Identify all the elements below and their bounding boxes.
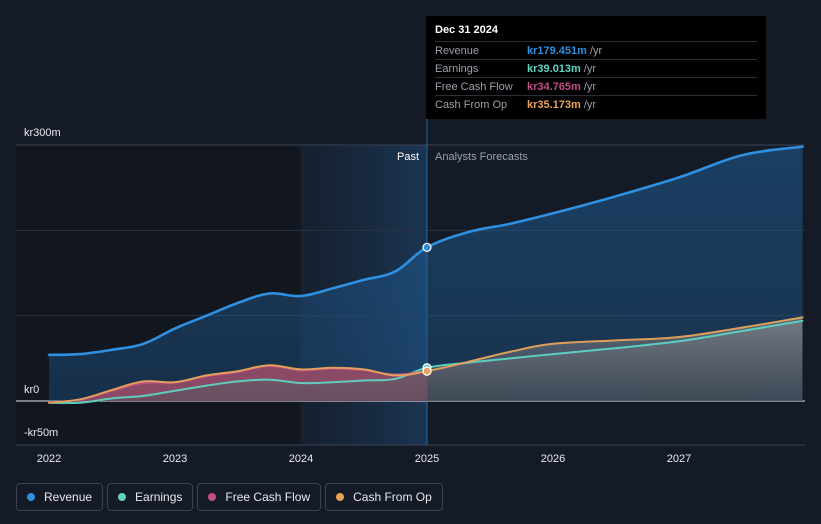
- forecast-label: Analysts Forecasts: [435, 151, 528, 163]
- tooltip: Dec 31 2024 Revenue kr179.451m /yr Earni…: [426, 16, 766, 119]
- tooltip-label: Cash From Op: [435, 98, 508, 111]
- earnings-line: [48, 319, 804, 405]
- legend-label: Cash From Op: [353, 490, 432, 504]
- tooltip-row-cash-from-op: Cash From Op kr35.173m /yr: [435, 95, 757, 113]
- y-tick-label: kr0: [24, 384, 39, 396]
- tooltip-unit: /yr: [583, 80, 597, 93]
- legend-item-cash-from-op[interactable]: Cash From Op: [325, 483, 443, 511]
- tooltip-value: kr179.451m: [527, 44, 587, 57]
- x-tick-label: 2026: [541, 453, 565, 465]
- tooltip-label: Free Cash Flow: [435, 80, 513, 93]
- tooltip-label: Earnings: [435, 62, 479, 75]
- tooltip-row-earnings: Earnings kr39.013m /yr: [435, 59, 757, 77]
- y-tick-label: -kr50m: [24, 427, 58, 439]
- x-tick-label: 2025: [415, 453, 439, 465]
- legend: Revenue Earnings Free Cash Flow Cash Fro…: [16, 483, 443, 513]
- x-tick-label: 2027: [667, 453, 691, 465]
- legend-item-revenue[interactable]: Revenue: [16, 483, 104, 511]
- tooltip-row-free-cash-flow: Free Cash Flow kr34.765m /yr: [435, 77, 757, 95]
- cash-from-op-point: [422, 366, 432, 376]
- revenue-area: [49, 146, 803, 401]
- tooltip-unit: /yr: [583, 62, 597, 75]
- tooltip-value: kr39.013m: [527, 62, 581, 75]
- legend-label: Earnings: [135, 490, 183, 504]
- cash-from-op-line: [48, 316, 804, 404]
- revenue-line: [47, 145, 804, 357]
- free-cash-flow-dot-icon: [208, 493, 217, 501]
- revenue-point: [422, 242, 432, 252]
- legend-item-earnings[interactable]: Earnings: [107, 483, 194, 511]
- x-tick-label: 2024: [289, 453, 313, 465]
- revenue-dot-icon: [27, 493, 35, 501]
- earnings-area: [49, 320, 803, 404]
- x-tick-label: 2022: [37, 453, 61, 465]
- tooltip-unit: /yr: [583, 98, 597, 111]
- x-tick-label: 2023: [163, 453, 187, 465]
- tooltip-row-revenue: Revenue kr179.451m /yr: [435, 41, 757, 59]
- legend-label: Free Cash Flow: [225, 490, 311, 504]
- legend-item-free-cash-flow[interactable]: Free Cash Flow: [197, 483, 322, 511]
- tooltip-date: Dec 31 2024: [435, 24, 498, 36]
- earnings-dot-icon: [118, 493, 127, 501]
- past-label: Past: [397, 151, 419, 163]
- cash-from-op-dot-icon: [336, 493, 345, 501]
- tooltip-unit: /yr: [589, 44, 603, 57]
- tooltip-label: Revenue: [435, 44, 480, 57]
- legend-label: Revenue: [44, 490, 93, 504]
- tooltip-value: kr34.765m: [527, 80, 581, 93]
- tooltip-value: kr35.173m: [527, 98, 581, 111]
- y-tick-label: kr300m: [24, 127, 61, 139]
- chart: kr300m kr0 -kr50m 2022 2023 2024 2025 2026 2027 P…: [16, 118, 805, 465]
